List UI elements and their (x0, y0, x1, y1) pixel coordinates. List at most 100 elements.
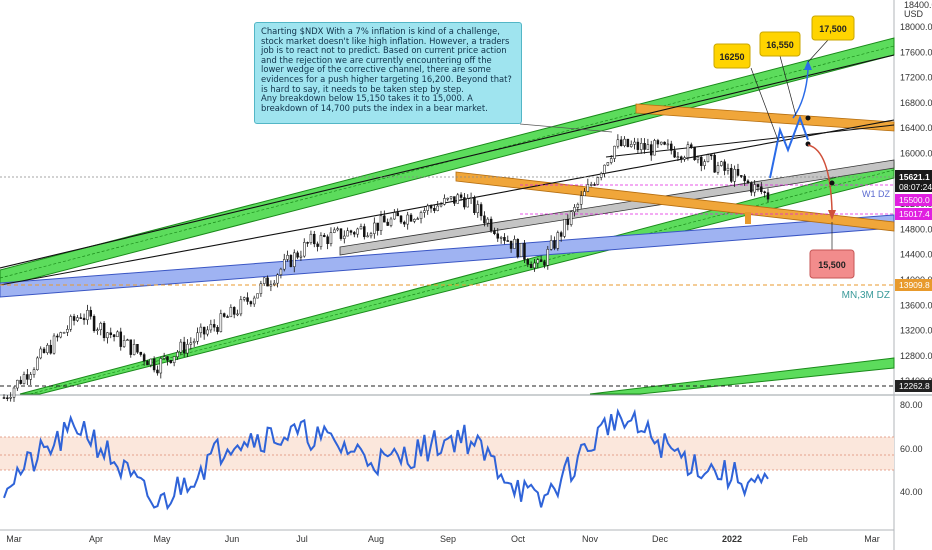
candle-body (406, 214, 409, 225)
price-axis[interactable]: 18400.0 USD 18000.0 17600.0 17200.0 16800.0… (895, 0, 932, 392)
callout-17500-label: 17,500 (819, 24, 847, 34)
level-13909-value: 13909.8 (899, 280, 930, 290)
orange-band-lower[interactable] (455, 171, 895, 232)
candle-body (663, 141, 666, 145)
time-axis[interactable]: Mar Apr May Jun Jul Aug Sep Oct Nov Dec 2022 Feb Mar (6, 534, 880, 544)
time-tick-label: Nov (582, 534, 599, 544)
level-15017-value: 15017.4 (899, 209, 930, 219)
candle-body (89, 310, 92, 317)
candle-body (69, 316, 72, 330)
candle-body (86, 310, 89, 321)
price-tick-label: 16400.0 (900, 123, 932, 133)
candle-body (186, 344, 189, 354)
mn-3m-dz-label: MN,3M DZ (842, 290, 890, 301)
candle-body (626, 138, 630, 147)
rsi-band (0, 437, 894, 470)
candle-body (142, 354, 146, 362)
candle-body (499, 237, 503, 239)
candle-body (690, 144, 693, 148)
green-channel-bottom[interactable] (589, 357, 895, 395)
candle-body (29, 374, 32, 380)
candle-body (576, 204, 580, 208)
candle-body (539, 259, 543, 262)
callout-16550-pointer (779, 55, 797, 117)
candle-body (586, 184, 590, 192)
candle-body (493, 230, 496, 234)
candle-body (162, 356, 166, 359)
candle-body (453, 196, 456, 204)
candle-body (573, 207, 576, 212)
rsi-tick-label: 40.00 (900, 487, 923, 497)
level-15500-badge (895, 194, 932, 206)
callout-15500-label: 15,500 (818, 260, 846, 270)
time-tick-label: Oct (511, 534, 526, 544)
candle-body (222, 313, 226, 317)
candle-body (523, 243, 526, 260)
candle-body (649, 144, 653, 156)
analysis-note[interactable]: Charting $NDX With a 7% inflation is kin… (254, 22, 522, 124)
callout-17500[interactable] (811, 15, 855, 41)
candle-body (439, 204, 443, 207)
candle-body (579, 195, 583, 205)
candle-body (409, 214, 413, 222)
candle-body (486, 218, 490, 224)
price-tick-label: 16800.0 (900, 98, 932, 108)
point-marker (829, 180, 835, 186)
rsi-line[interactable] (3, 408, 769, 511)
time-tick-label: Dec (652, 534, 669, 544)
candle-body (553, 240, 556, 249)
candle-body (266, 277, 269, 287)
candle-body (56, 335, 59, 338)
level-15500-value: 15500.0 (899, 195, 930, 205)
candle-body (426, 205, 429, 211)
candle-body (66, 328, 69, 333)
candle-body (413, 219, 416, 222)
candle-body (172, 356, 176, 363)
candle-body (529, 264, 533, 269)
candle-body (246, 297, 249, 302)
price-candles[interactable] (2, 134, 770, 402)
candle-body (256, 293, 259, 299)
callout-16250[interactable] (713, 43, 751, 69)
candle-body (436, 205, 439, 211)
projection-zigzag[interactable] (769, 115, 809, 179)
candle-body (303, 242, 306, 257)
candle-body (192, 341, 196, 344)
projection-arrow-down[interactable] (807, 144, 833, 211)
candle-body (319, 235, 323, 247)
candle-body (376, 222, 379, 231)
candle-body (42, 348, 46, 353)
candle-body (99, 322, 103, 331)
price-tick-label: 14800.0 (900, 224, 932, 234)
time-tick-label: Sep (440, 534, 456, 544)
callout-16550-label: 16,550 (766, 40, 794, 50)
candle-body (106, 332, 109, 339)
candle-body (239, 299, 243, 315)
candle-body (286, 255, 289, 260)
candle-body (446, 197, 449, 200)
rsi-axis[interactable]: 80.00 60.00 40.00 (900, 400, 923, 497)
candle-body (569, 211, 573, 225)
candle-body (19, 379, 22, 384)
callout-15500[interactable] (809, 249, 855, 279)
candle-body (39, 348, 42, 359)
price-tick-label: 17600.0 (900, 47, 932, 57)
candle-body (706, 154, 710, 162)
candle-body (373, 222, 376, 234)
projection-arrow-up[interactable] (792, 69, 809, 119)
black-trendline-mid[interactable] (0, 119, 895, 286)
candle-body (700, 156, 703, 166)
callout-16550[interactable] (759, 31, 801, 57)
black-trendline-upper[interactable] (0, 54, 895, 269)
candle-body (79, 317, 82, 319)
candle-body (720, 161, 723, 166)
arrow-down-icon (828, 210, 836, 220)
candle-body (226, 316, 229, 318)
candle-body (726, 167, 730, 171)
gray-wedge-band[interactable] (339, 159, 895, 256)
candle-body (269, 284, 273, 287)
time-tick-label: Jul (296, 534, 308, 544)
candle-body (363, 226, 366, 238)
candle-body (710, 154, 713, 157)
